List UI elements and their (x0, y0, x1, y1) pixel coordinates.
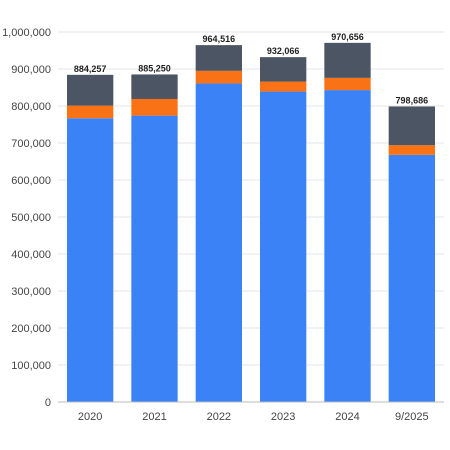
bar-total-label: 798,686 (396, 95, 429, 105)
bar-segment (131, 98, 178, 116)
grid-lines (58, 31, 444, 366)
y-tick-label: 1,000,000 (2, 27, 51, 39)
bar-total-label: 885,250 (138, 63, 171, 73)
bar-segment (324, 90, 371, 402)
bar-total-label: 964,516 (203, 34, 236, 44)
bar-segment (260, 57, 307, 82)
y-tick-label: 0 (45, 397, 51, 409)
bar-segment (67, 105, 114, 119)
bar-segment (67, 118, 114, 403)
bar-total-label: 932,066 (267, 46, 300, 56)
x-tick-label: 2022 (207, 411, 231, 423)
bar-segment (195, 70, 242, 84)
bar-segment (131, 115, 178, 403)
bar-total-label: 884,257 (74, 64, 107, 74)
bar-segment (388, 154, 435, 402)
x-tick-label: 9/2025 (395, 411, 429, 423)
bar-segment (67, 74, 114, 106)
bar-segment (388, 106, 435, 146)
x-tick-label: 2020 (78, 411, 102, 423)
bar-segment (260, 91, 307, 402)
bar-segment (195, 45, 242, 71)
x-tick-label: 2021 (142, 411, 166, 423)
bars (67, 42, 435, 403)
y-tick-label: 200,000 (11, 323, 51, 335)
y-tick-label: 600,000 (11, 175, 51, 187)
y-tick-label: 700,000 (11, 138, 51, 150)
bar-segment (324, 77, 371, 91)
bar-segment (324, 42, 371, 78)
y-tick-label: 500,000 (11, 212, 51, 224)
labels: 0 100,000 200,000 300,000 400,000 500,000 600,… (2, 27, 429, 423)
y-tick-label: 100,000 (11, 360, 51, 372)
y-tick-label: 900,000 (11, 64, 51, 76)
bar-total-label: 970,656 (331, 32, 364, 42)
x-tick-label: 2023 (271, 411, 295, 423)
bar-segment (195, 83, 242, 403)
y-tick-label: 300,000 (11, 286, 51, 298)
x-tick-label: 2024 (335, 411, 359, 423)
y-tick-label: 800,000 (11, 101, 51, 113)
bar-segment (388, 145, 435, 155)
bar-segment (260, 81, 307, 92)
bar-segment (131, 74, 178, 99)
y-tick-label: 400,000 (11, 249, 51, 261)
